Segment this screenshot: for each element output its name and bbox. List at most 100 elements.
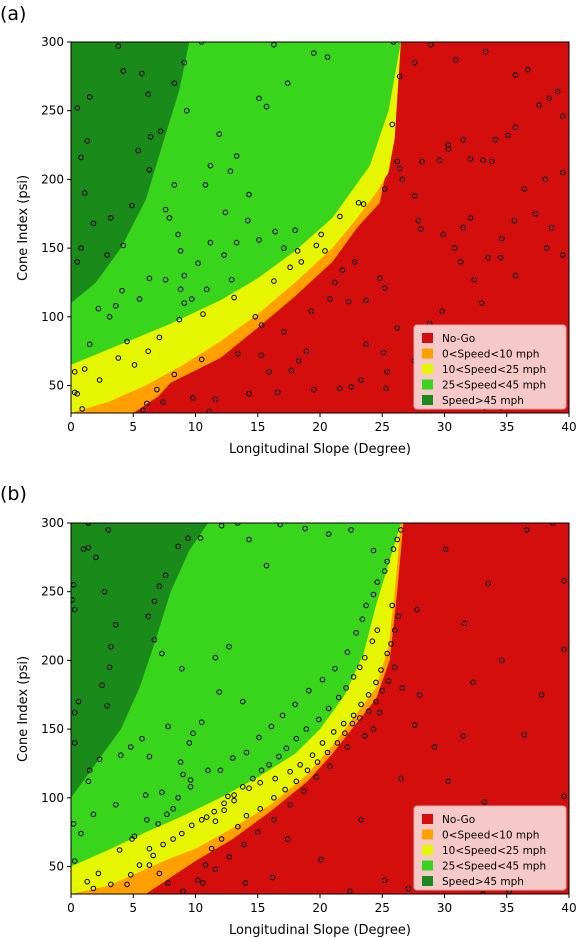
data-point — [543, 245, 550, 251]
data-point — [162, 276, 169, 283]
data-point — [362, 733, 368, 739]
data-point — [287, 801, 293, 808]
data-point — [151, 637, 158, 643]
data-point — [252, 314, 259, 320]
x-tick-label: 30 — [437, 420, 452, 434]
data-point — [370, 726, 377, 732]
data-point — [394, 536, 401, 543]
data-point — [489, 158, 495, 165]
y-tick-label: 200 — [41, 172, 64, 186]
data-point — [381, 568, 388, 574]
data-point — [207, 239, 214, 246]
data-point — [318, 856, 325, 863]
y-tick-label: 50 — [49, 379, 64, 393]
panel-label-a: (a) — [0, 3, 26, 25]
data-point — [96, 756, 103, 763]
data-point — [187, 777, 194, 783]
data-point — [481, 799, 488, 805]
data-point — [113, 801, 119, 808]
data-point — [271, 278, 277, 284]
data-point — [370, 591, 377, 598]
data-point — [560, 113, 566, 119]
data-point — [512, 72, 519, 78]
data-point — [118, 752, 124, 759]
data-point — [445, 142, 452, 148]
data-point — [546, 95, 552, 102]
data-point — [512, 272, 519, 279]
data-point — [245, 217, 251, 224]
data-point — [86, 767, 93, 774]
data-point — [480, 891, 486, 894]
data-point — [80, 546, 87, 552]
data-point — [353, 630, 359, 636]
data-point — [256, 237, 262, 243]
data-point — [281, 329, 287, 335]
data-point — [384, 558, 391, 565]
data-point — [198, 817, 205, 823]
data-point — [156, 334, 163, 341]
data-point — [171, 80, 178, 86]
data-point — [374, 627, 381, 634]
data-point — [230, 755, 236, 761]
data-point — [451, 245, 458, 251]
data-point — [124, 338, 130, 345]
data-point — [416, 692, 423, 698]
y-axis-label-a: Cone Index (psi) — [16, 175, 31, 281]
y-axis-ticks-b: 50 100 150 200 250 300 — [41, 516, 71, 874]
data-point — [377, 709, 383, 716]
data-point — [411, 193, 418, 199]
x-tick-label: 5 — [129, 420, 137, 434]
x-tick-label: 30 — [437, 901, 452, 915]
data-point — [292, 227, 298, 233]
data-point — [499, 657, 505, 664]
data-point — [268, 723, 275, 730]
data-point — [391, 664, 398, 671]
data-point — [525, 66, 531, 73]
data-point — [343, 685, 349, 691]
data-point — [221, 800, 227, 807]
data-point — [165, 723, 171, 730]
data-point — [95, 870, 102, 877]
data-point — [250, 775, 256, 782]
legend-label: No-Go — [442, 333, 475, 345]
data-point — [243, 812, 250, 819]
x-tick-label: 15 — [250, 420, 265, 434]
region-speed-45-mph — [71, 42, 190, 413]
legend-swatch — [422, 876, 433, 886]
x-tick-label: 35 — [499, 420, 514, 434]
data-point — [414, 606, 420, 613]
data-point — [411, 59, 418, 66]
data-point — [394, 325, 401, 331]
data-point — [108, 881, 114, 888]
data-point — [211, 808, 217, 815]
data-point — [256, 734, 262, 741]
data-point — [390, 546, 397, 552]
data-point — [389, 121, 396, 128]
data-point — [177, 759, 184, 765]
data-point — [318, 231, 325, 238]
legend-label: 25<Speed<45 mph — [442, 861, 546, 873]
data-point — [431, 744, 438, 750]
data-point — [166, 215, 173, 221]
plot-area-a — [71, 42, 569, 413]
data-point — [131, 833, 138, 840]
data-point — [84, 878, 90, 885]
data-point — [297, 762, 303, 768]
data-point — [96, 377, 103, 383]
legend-swatch — [422, 395, 433, 405]
data-point — [471, 276, 478, 283]
data-point — [206, 408, 212, 413]
data-point — [373, 679, 379, 686]
y-tick-label: 250 — [41, 104, 64, 118]
data-point — [139, 735, 145, 742]
data-point — [258, 767, 265, 774]
data-point — [243, 749, 250, 756]
data-point — [120, 242, 127, 249]
y-tick-label: 250 — [41, 585, 64, 599]
y-tick-label: 150 — [41, 722, 64, 736]
data-point — [240, 784, 246, 790]
data-point — [322, 248, 328, 254]
data-point — [95, 305, 102, 312]
y-axis-label-b: Cone Index (psi) — [16, 656, 31, 762]
